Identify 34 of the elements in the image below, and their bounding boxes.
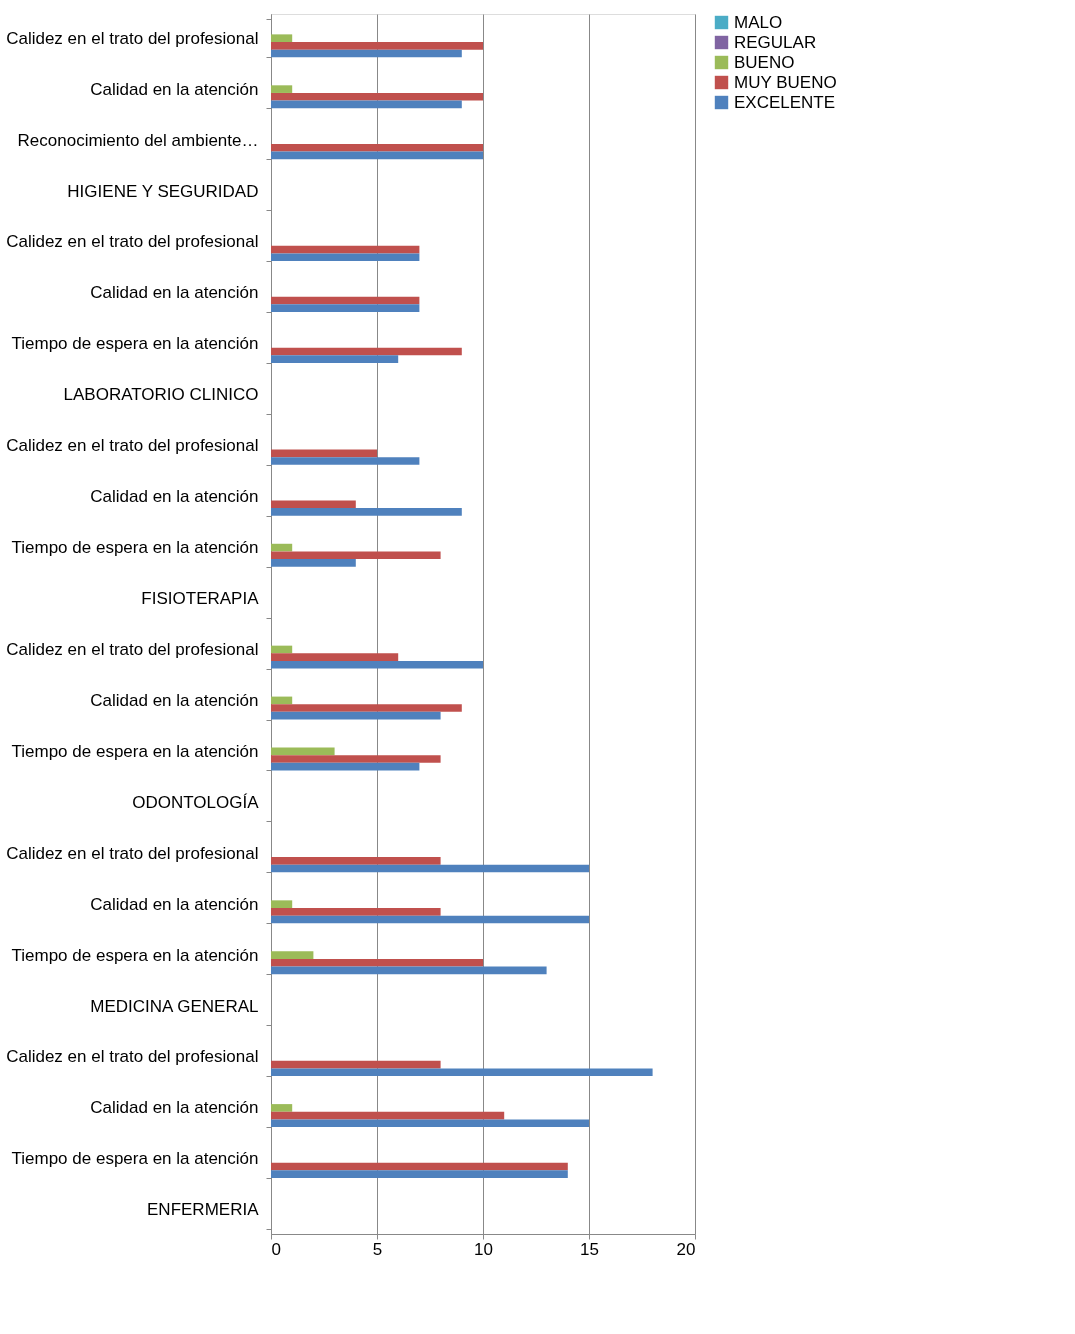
- y-tick-label: Calidez en el trato del profesional: [6, 639, 259, 659]
- y-tick-label: Calidez en el trato del profesional: [6, 436, 259, 456]
- y-tick-label: Tiempo de espera en la atención: [11, 538, 259, 558]
- x-tick-label: 0: [271, 1239, 281, 1259]
- y-tick-label: Calidad en la atención: [90, 1098, 259, 1118]
- y-tick-label: Reconocimiento del ambiente…: [17, 130, 259, 150]
- legend-label: EXCELENTE: [734, 92, 836, 112]
- legend-label: MUY BUENO: [734, 72, 837, 92]
- legend-label: BUENO: [734, 52, 795, 72]
- y-tick-label: Calidad en la atención: [90, 690, 259, 710]
- y-tick-label: Tiempo de espera en la atención: [11, 1149, 259, 1169]
- legend-label: REGULAR: [734, 32, 817, 52]
- y-tick-label: Calidad en la atención: [90, 487, 259, 507]
- y-tick-label: Calidez en el trato del profesional: [6, 232, 259, 252]
- legend-label: MALO: [734, 12, 783, 32]
- y-tick-label: Calidad en la atención: [90, 894, 259, 914]
- y-tick-label: Tiempo de espera en la atención: [11, 945, 259, 965]
- y-tick-label: Tiempo de espera en la atención: [11, 741, 259, 761]
- x-tick-label: 10: [474, 1239, 493, 1259]
- x-tick-label: 15: [580, 1239, 599, 1259]
- y-tick-label: Tiempo de espera en la atención: [11, 334, 259, 354]
- y-tick-label: LABORATORIO CLINICO: [63, 385, 259, 405]
- y-tick-label: ODONTOLOGÍA: [132, 792, 260, 812]
- y-tick-label: ENFERMERIA: [147, 1200, 260, 1220]
- x-tick-label: 5: [372, 1239, 383, 1259]
- x-tick-label: 20: [676, 1239, 696, 1259]
- y-tick-label: FISIOTERAPIA: [141, 589, 260, 609]
- y-tick-label: Calidez en el trato del profesional: [6, 28, 259, 48]
- y-tick-label: Calidad en la atención: [90, 283, 259, 303]
- y-tick-label: Calidez en el trato del profesional: [6, 843, 259, 863]
- y-tick-label: Calidez en el trato del profesional: [6, 1047, 259, 1067]
- y-tick-label: HIGIENE Y SEGURIDAD: [67, 181, 259, 201]
- y-tick-label: MEDICINA GENERAL: [90, 996, 259, 1016]
- y-tick-label: Calidad en la atención: [90, 79, 259, 99]
